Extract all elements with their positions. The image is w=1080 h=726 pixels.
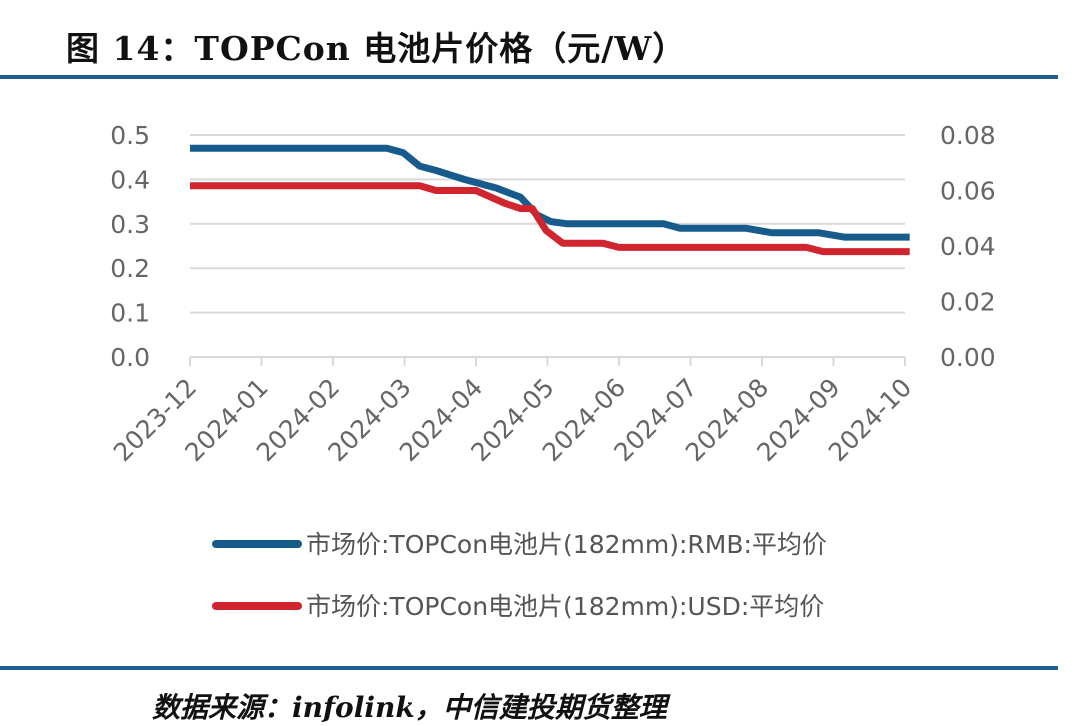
right-y-tick-label: 0.04	[940, 232, 996, 261]
figure-title: 图 14：TOPCon 电池片价格（元/W）	[66, 29, 687, 68]
legend-label: 市场价:TOPCon电池片(182mm):RMB:平均价	[306, 530, 827, 559]
left-y-tick-label: 0.3	[110, 210, 150, 239]
right-y-tick-label: 0.00	[940, 343, 996, 372]
source-note: 数据来源：infolink，中信建投期货整理	[152, 691, 667, 724]
series-line-usd	[190, 182, 910, 256]
x-axis	[189, 356, 906, 366]
legend: 市场价:TOPCon电池片(182mm):RMB:平均价市场价:TOPCon电池…	[212, 530, 827, 621]
left-y-tick-label: 0.4	[110, 165, 150, 194]
right-y-tick-label: 0.06	[940, 177, 996, 206]
right-y-tick-label: 0.08	[940, 121, 996, 150]
left-y-tick-label: 0.5	[110, 121, 150, 150]
legend-label: 市场价:TOPCon电池片(182mm):USD:平均价	[306, 592, 824, 621]
top-rule	[0, 75, 1058, 79]
left-y-tick-label: 0.1	[110, 299, 150, 328]
left-y-axis: 0.0 0.1 0.2 0.3 0.4 0.5	[110, 121, 150, 372]
series-lines	[190, 144, 910, 256]
left-y-tick-label: 0.0	[110, 343, 150, 372]
left-y-tick-label: 0.2	[110, 254, 150, 283]
right-y-tick-label: 0.02	[940, 288, 996, 317]
right-y-axis: 0.00 0.02 0.04 0.06 0.08	[940, 121, 996, 372]
x-tick-labels: 2023-122024-012024-022024-032024-042024-…	[108, 373, 917, 467]
bottom-rule	[0, 666, 1058, 670]
series-line-rmb	[190, 144, 910, 241]
